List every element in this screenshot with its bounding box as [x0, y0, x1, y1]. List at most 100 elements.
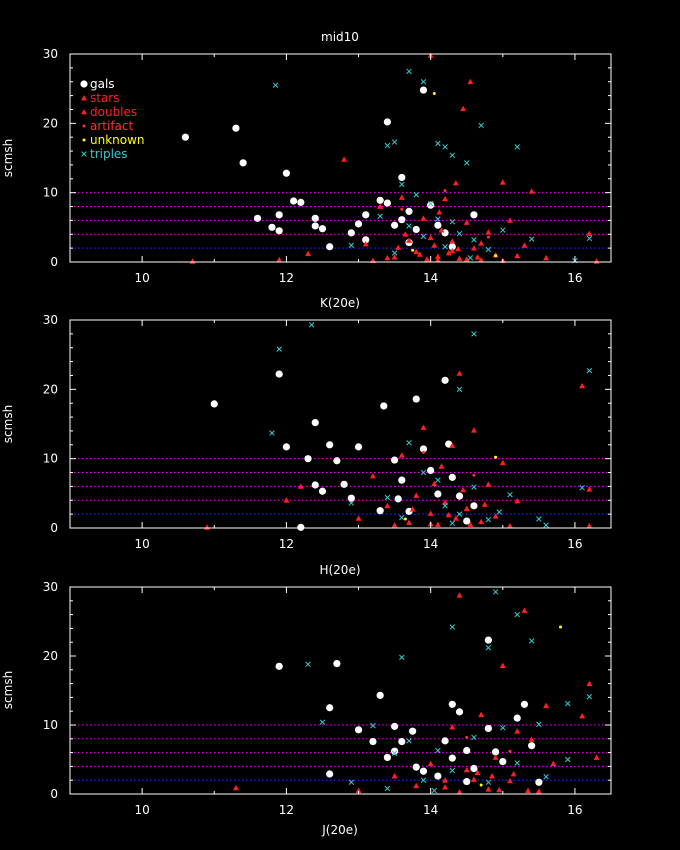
data-point-gals	[380, 402, 388, 410]
data-point-gals	[326, 441, 334, 449]
data-point-stars	[283, 497, 290, 503]
data-point-stars	[362, 240, 369, 247]
data-point-gals	[376, 691, 384, 699]
data-point-doubles	[449, 247, 456, 254]
data-point-artifact	[486, 235, 490, 239]
data-point-stars	[507, 777, 514, 784]
data-point-gals	[333, 659, 341, 668]
data-point-triples	[435, 747, 441, 754]
data-point-gals	[391, 456, 399, 464]
data-point-triples	[514, 611, 520, 618]
series-artifact	[465, 735, 512, 753]
data-point-triples	[406, 223, 412, 229]
legend-marker-artifact	[82, 124, 86, 128]
data-point-gals	[412, 225, 420, 234]
legend-label-artifact: artifact	[90, 119, 134, 133]
data-point-gals	[268, 223, 276, 231]
y-tick-label: 10	[43, 186, 58, 200]
data-point-triples	[456, 386, 463, 393]
legend-label-doubles: doubles	[90, 105, 137, 119]
data-point-stars	[442, 195, 449, 202]
data-point-triples	[348, 242, 355, 249]
data-point-triples	[319, 719, 326, 725]
data-point-gals	[419, 445, 428, 453]
data-point-stars	[456, 592, 463, 598]
series-gals	[210, 370, 478, 531]
data-point-gals	[376, 196, 384, 204]
data-point-gals	[391, 221, 399, 229]
data-point-stars	[507, 217, 514, 223]
data-point-triples	[543, 522, 549, 528]
legend-label-unknown: unknown	[90, 133, 145, 147]
panel-1-title: mid10	[321, 30, 359, 44]
data-point-triples	[435, 140, 441, 147]
data-point-gals	[326, 770, 334, 778]
data-point-gals	[491, 748, 500, 756]
data-point-artifact	[465, 735, 469, 739]
data-point-triples	[391, 139, 398, 145]
data-point-gals	[311, 222, 319, 230]
data-point-triples	[420, 78, 427, 85]
series-artifact	[421, 450, 476, 477]
data-point-stars	[579, 713, 586, 719]
data-point-triples	[420, 469, 427, 476]
data-point-gals	[318, 487, 327, 495]
data-point-stars	[470, 427, 477, 433]
data-point-triples	[449, 520, 456, 526]
data-point-triples	[442, 243, 448, 250]
data-point-gals	[455, 708, 464, 716]
data-point-triples	[420, 777, 427, 783]
data-point-gals	[499, 757, 507, 766]
data-point-stars	[528, 188, 535, 194]
data-point-stars	[467, 78, 474, 85]
x-tick-label: 12	[279, 271, 294, 285]
data-point-stars	[232, 784, 239, 791]
data-point-triples	[528, 236, 535, 242]
data-point-gals	[470, 764, 478, 773]
data-point-triples	[492, 589, 499, 595]
data-point-gals	[409, 727, 417, 735]
data-point-triples	[308, 322, 315, 328]
data-point-unknown	[403, 517, 407, 521]
data-point-gals	[369, 737, 377, 746]
data-point-triples	[391, 250, 398, 256]
data-point-artifact	[421, 450, 425, 454]
data-point-stars	[189, 258, 196, 264]
data-point-gals	[275, 370, 283, 378]
x-tick-label: 14	[423, 803, 438, 817]
panel-3: H(20e) scmsh J(20e) 10 12 14 16 0 10 20 30	[1, 563, 612, 837]
data-point-stars	[377, 203, 384, 209]
data-point-gals	[448, 700, 456, 708]
data-point-triples	[449, 219, 456, 225]
data-point-triples	[478, 122, 484, 129]
data-point-artifact	[400, 207, 404, 211]
data-point-stars	[391, 773, 398, 779]
data-point-stars	[456, 370, 463, 376]
panel-1-ylabel: scmsh	[1, 139, 15, 177]
data-point-triples	[496, 509, 502, 515]
data-point-gals	[455, 492, 464, 500]
data-point-stars	[391, 254, 398, 260]
data-point-triples	[435, 477, 441, 483]
data-point-gals	[398, 737, 406, 746]
data-point-stars	[492, 513, 499, 519]
data-point-triples	[269, 430, 275, 436]
data-point-gals	[181, 133, 190, 141]
data-point-gals	[427, 201, 435, 209]
data-point-gals	[394, 495, 402, 503]
series-unknown	[403, 455, 498, 521]
data-point-gals	[470, 211, 478, 219]
data-point-stars	[463, 219, 470, 225]
data-point-gals	[282, 443, 290, 451]
data-point-triples	[406, 68, 412, 75]
data-point-gals	[318, 225, 327, 233]
data-point-unknown	[411, 248, 415, 252]
data-point-triples	[272, 82, 279, 88]
data-point-stars	[514, 497, 521, 504]
data-point-doubles	[456, 788, 463, 795]
data-point-stars	[445, 249, 452, 256]
data-point-gals	[210, 400, 218, 408]
data-point-triples	[384, 142, 391, 149]
data-point-stars	[452, 179, 459, 186]
data-point-triples	[485, 644, 492, 651]
